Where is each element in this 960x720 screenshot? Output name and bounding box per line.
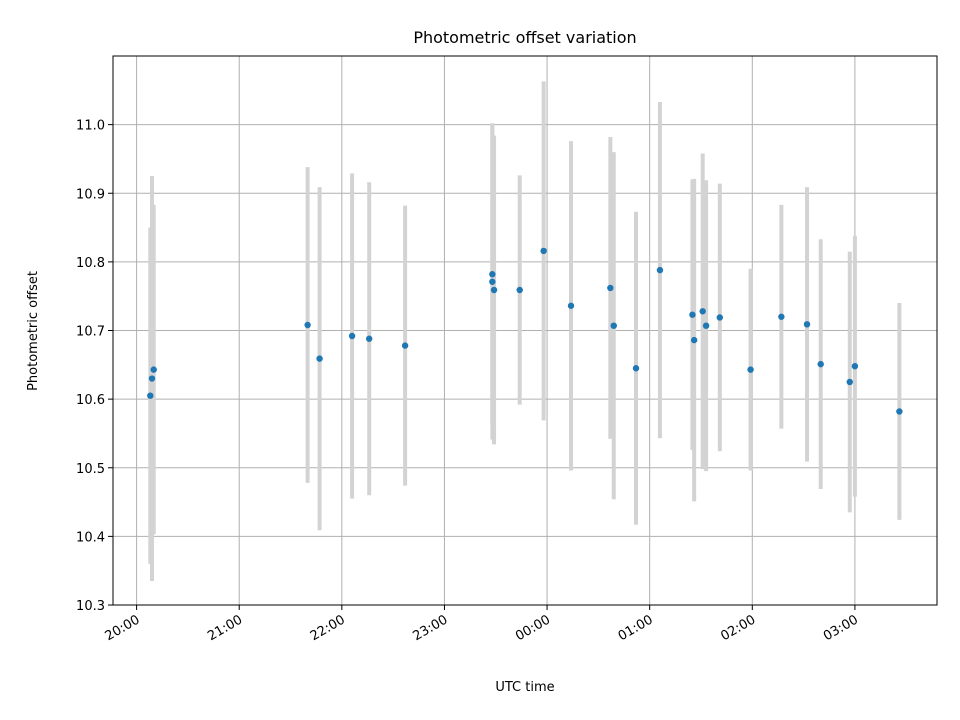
data-point [304, 321, 311, 329]
data-point [148, 375, 156, 382]
y-tick-label: 11.0 [76, 119, 105, 134]
data-point [489, 271, 496, 278]
data-point [699, 308, 706, 315]
data-point [607, 284, 614, 292]
y-tick-label: 10.9 [76, 187, 105, 202]
data-point [348, 332, 356, 340]
data-point [716, 314, 723, 321]
data-point [316, 355, 323, 362]
data-layer [147, 81, 903, 581]
data-point [778, 313, 785, 320]
data-point [702, 322, 710, 329]
data-point [567, 302, 575, 309]
y-tick-label: 10.5 [76, 462, 105, 477]
data-point [846, 378, 853, 386]
y-tick-label: 10.6 [76, 393, 105, 408]
data-point [540, 247, 547, 255]
data-point [150, 366, 157, 373]
data-point [690, 336, 698, 344]
data-point [610, 322, 617, 329]
grid [113, 56, 937, 606]
data-point [147, 392, 154, 399]
x-axis-label: UTC time [495, 680, 554, 695]
data-point [817, 360, 824, 368]
y-tick-label: 10.4 [76, 530, 105, 545]
y-tick-label: 10.8 [76, 256, 105, 271]
data-point [632, 365, 640, 372]
chart-title: Photometric offset variation [413, 28, 636, 47]
y-axis-label: Photometric offset [26, 271, 41, 391]
data-point [401, 342, 409, 349]
data-point [490, 286, 498, 294]
data-point [689, 311, 696, 318]
y-tick-label: 10.3 [76, 599, 105, 614]
data-point [516, 286, 523, 294]
data-point [489, 278, 496, 285]
y-tick-label: 10.7 [76, 325, 105, 340]
data-point [851, 362, 859, 370]
data-point [747, 366, 754, 373]
data-point [365, 335, 373, 342]
data-point [803, 321, 811, 328]
data-point [896, 408, 903, 415]
data-point [656, 266, 664, 274]
